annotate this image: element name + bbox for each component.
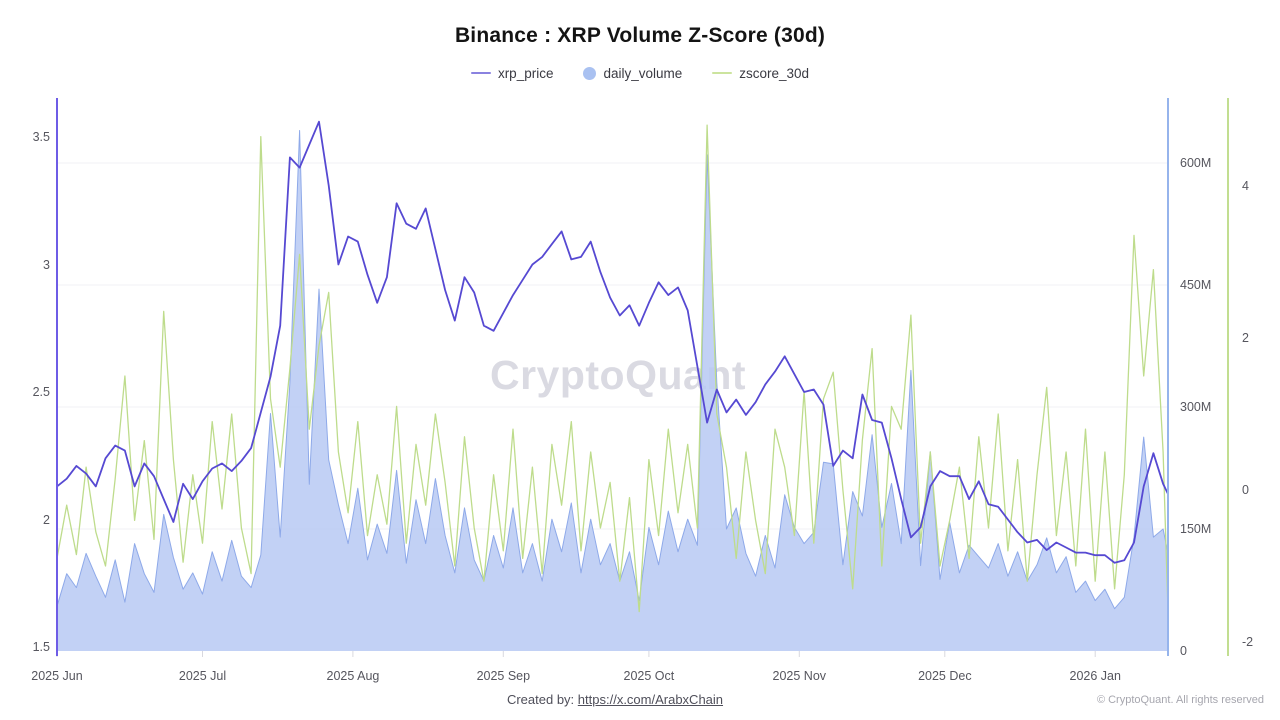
price-tick-label: 3.5 [32,130,50,144]
line-series-swatch-icon [712,71,733,75]
daily-volume-area [57,130,1168,651]
month-tick-label: 2025 Jun [31,669,83,683]
line-series-swatch-icon [470,71,491,75]
zscore-tick-label: 4 [1242,179,1249,193]
month-tick-label: 2025 Aug [326,669,380,683]
volume-tick-label: 450M [1180,278,1212,292]
copyright-text: © CryptoQuant. All rights reserved [1096,694,1264,706]
daily-volume-edge [56,130,1169,610]
month-tick-label: 2025 Jul [178,669,227,683]
price-tick-label: 1.5 [32,640,50,654]
legend-item-daily-volume[interactable]: daily_volume [583,66,682,81]
volume-tick-label: 150M [1180,522,1212,536]
xrp-price-line [56,120,1169,564]
price-tick-label: 3 [43,257,50,272]
attribution-text: Created by: https://x.com/ArabxChain [0,692,1230,707]
legend-label: xrp_price [497,65,554,81]
price-tick-label: 2 [43,512,50,527]
volume-tick-label: 0 [1180,644,1187,658]
chart-title: Binance : XRP Volume Z-Score (30d) [454,24,826,47]
volume-tick-label: 600M [1180,156,1212,170]
month-tick-label: 2025 Dec [918,669,972,683]
legend: xrp_price daily_volume zscore_30d [0,63,1280,83]
month-tick-label: 2025 Nov [772,669,827,683]
legend-item-zscore-30d[interactable]: zscore_30d [712,66,809,81]
legend-label: zscore_30d [739,65,810,81]
month-tick-label: 2025 Sep [476,669,531,683]
month-tick-label: 2025 Oct [623,669,675,683]
price-tick-label: 2.5 [32,385,50,399]
area-series-swatch-icon [583,66,597,80]
zscore-line [56,124,1169,613]
month-tick-label: 2026 Jan [1069,669,1121,683]
zscore-tick-label: 0 [1242,483,1249,497]
created-by-label: Created by: [506,692,578,707]
legend-item-xrp-price[interactable]: xrp_price [470,65,554,81]
zscore-tick-label: -2 [1242,635,1254,649]
zscore-tick-label: 2 [1242,331,1249,345]
volume-tick-label: 300M [1180,400,1212,414]
creator-link[interactable]: https://x.com/ArabxChain [577,692,724,707]
legend-label: daily_volume [603,65,683,81]
